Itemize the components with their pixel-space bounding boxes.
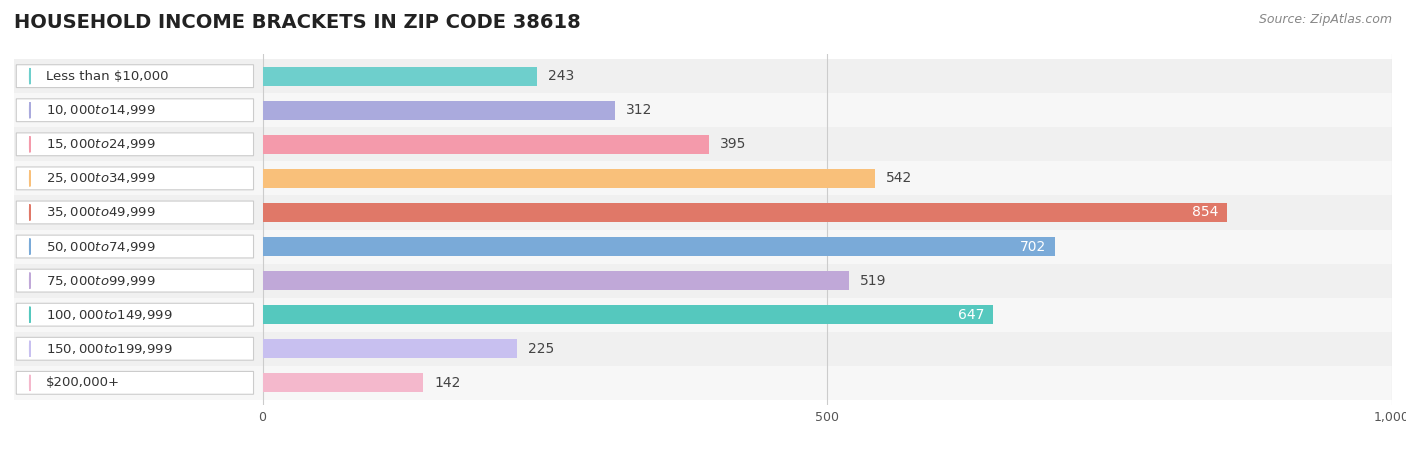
FancyBboxPatch shape xyxy=(14,59,1392,93)
FancyBboxPatch shape xyxy=(14,162,1392,195)
Text: 225: 225 xyxy=(527,342,554,356)
Text: 312: 312 xyxy=(626,103,652,117)
Text: $75,000 to $99,999: $75,000 to $99,999 xyxy=(45,274,155,288)
FancyBboxPatch shape xyxy=(14,297,1392,332)
Bar xyxy=(263,67,537,86)
Bar xyxy=(263,374,423,392)
FancyBboxPatch shape xyxy=(17,167,253,190)
Bar xyxy=(263,271,849,290)
FancyBboxPatch shape xyxy=(17,371,253,394)
Text: $25,000 to $34,999: $25,000 to $34,999 xyxy=(45,171,155,185)
Bar xyxy=(263,339,516,358)
FancyBboxPatch shape xyxy=(17,338,253,360)
Text: 395: 395 xyxy=(720,137,747,151)
Text: $50,000 to $74,999: $50,000 to $74,999 xyxy=(45,239,155,253)
Text: 647: 647 xyxy=(957,308,984,322)
Text: $15,000 to $24,999: $15,000 to $24,999 xyxy=(45,137,155,151)
Text: $35,000 to $49,999: $35,000 to $49,999 xyxy=(45,206,155,220)
Text: HOUSEHOLD INCOME BRACKETS IN ZIP CODE 38618: HOUSEHOLD INCOME BRACKETS IN ZIP CODE 38… xyxy=(14,14,581,32)
FancyBboxPatch shape xyxy=(14,195,1392,230)
FancyBboxPatch shape xyxy=(14,332,1392,366)
Text: $150,000 to $199,999: $150,000 to $199,999 xyxy=(45,342,172,356)
FancyBboxPatch shape xyxy=(14,230,1392,264)
Text: Less than $10,000: Less than $10,000 xyxy=(45,70,169,83)
Bar xyxy=(263,237,1056,256)
Text: $100,000 to $149,999: $100,000 to $149,999 xyxy=(45,308,172,322)
Text: $10,000 to $14,999: $10,000 to $14,999 xyxy=(45,103,155,117)
Bar xyxy=(263,135,709,154)
Bar xyxy=(263,203,1227,222)
Text: 519: 519 xyxy=(860,274,887,288)
FancyBboxPatch shape xyxy=(17,133,253,156)
Text: 142: 142 xyxy=(434,376,461,390)
Text: 243: 243 xyxy=(548,69,575,83)
Text: 702: 702 xyxy=(1021,239,1046,253)
Text: Source: ZipAtlas.com: Source: ZipAtlas.com xyxy=(1258,14,1392,27)
FancyBboxPatch shape xyxy=(14,93,1392,127)
Bar xyxy=(263,305,993,324)
FancyBboxPatch shape xyxy=(17,235,253,258)
Bar xyxy=(263,169,875,188)
FancyBboxPatch shape xyxy=(17,269,253,292)
FancyBboxPatch shape xyxy=(17,201,253,224)
Text: $200,000+: $200,000+ xyxy=(45,376,120,389)
FancyBboxPatch shape xyxy=(14,264,1392,297)
FancyBboxPatch shape xyxy=(17,303,253,326)
Text: 854: 854 xyxy=(1192,206,1218,220)
FancyBboxPatch shape xyxy=(14,366,1392,400)
FancyBboxPatch shape xyxy=(17,99,253,122)
FancyBboxPatch shape xyxy=(14,127,1392,162)
Bar xyxy=(263,101,614,120)
Text: 542: 542 xyxy=(886,171,912,185)
FancyBboxPatch shape xyxy=(17,65,253,88)
